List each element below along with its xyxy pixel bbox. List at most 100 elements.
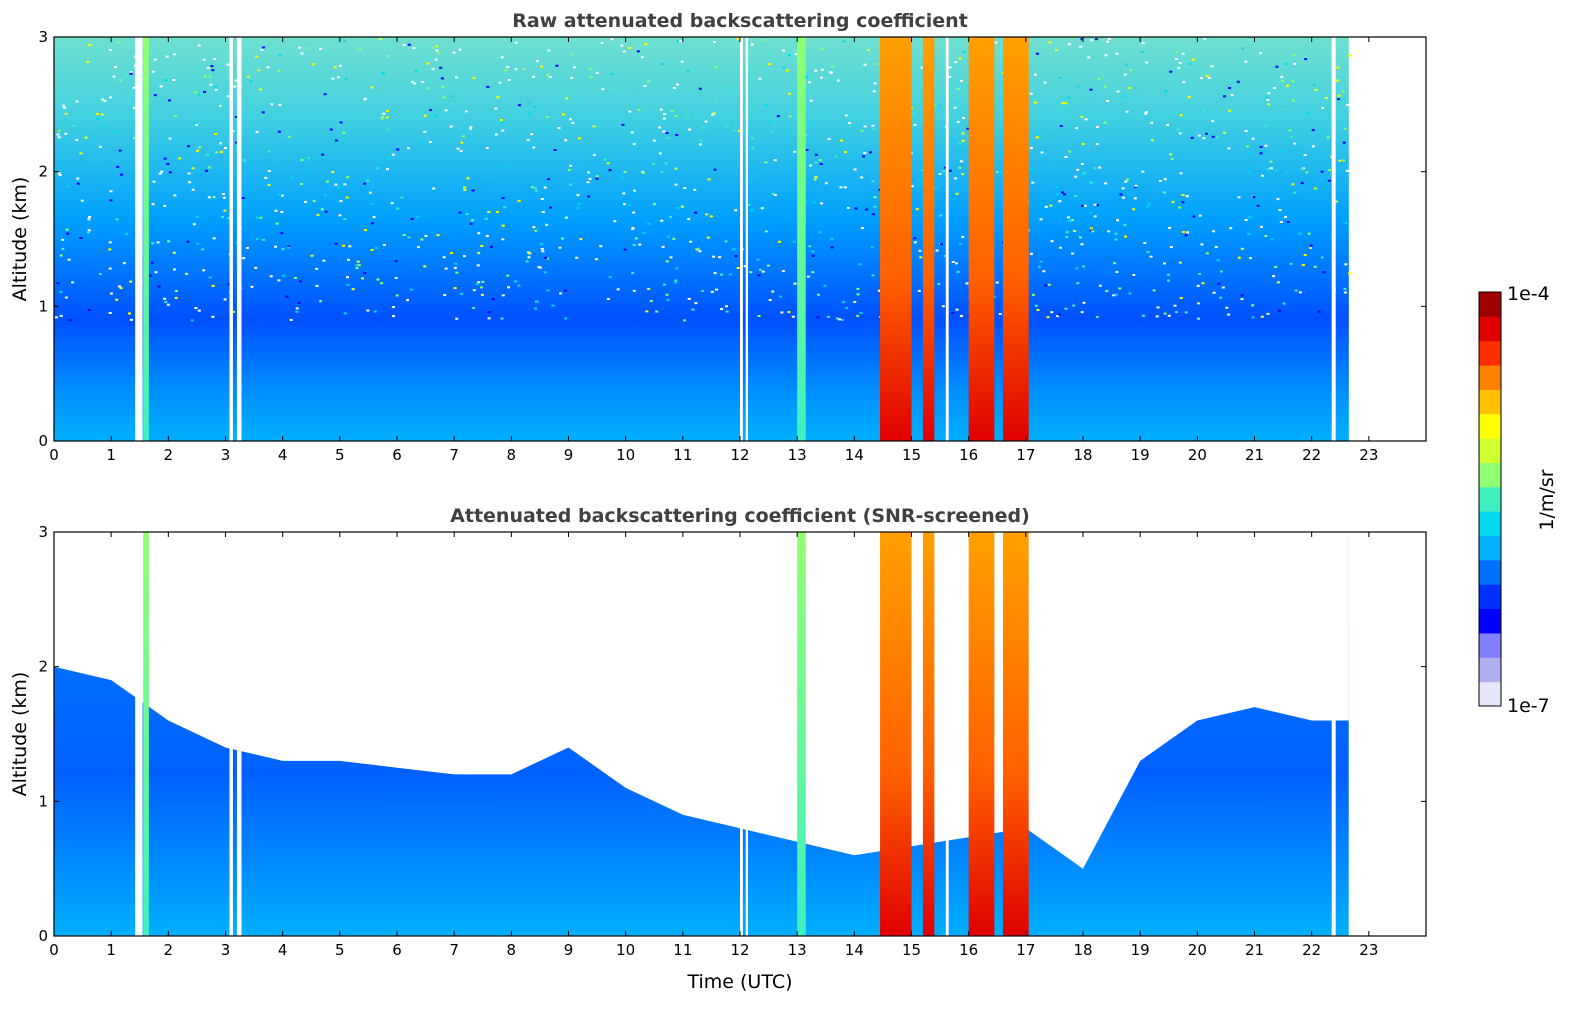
noise-speck [787, 311, 791, 314]
noise-speck [1326, 136, 1330, 139]
noise-speck [782, 66, 786, 69]
noise-speck [792, 240, 796, 243]
noise-speck [221, 193, 225, 196]
noise-speck [1116, 90, 1120, 93]
noise-speck [1101, 74, 1105, 77]
noise-speck [1313, 187, 1317, 190]
noise-speck [370, 248, 374, 251]
noise-speck [689, 240, 693, 243]
noise-speck [814, 69, 818, 72]
noise-speck [1198, 272, 1202, 275]
noise-speck [1241, 47, 1245, 50]
noise-speck [166, 303, 170, 306]
noise-speck [687, 297, 691, 300]
noise-speck [758, 268, 762, 271]
noise-speck [380, 117, 384, 120]
noise-speck [540, 247, 544, 250]
screened-chart-title: Attenuated backscattering coefficient (S… [450, 505, 1030, 527]
noise-speck [342, 131, 346, 134]
noise-speck [811, 254, 815, 257]
noise-speck [633, 189, 637, 192]
noise-speck [575, 256, 579, 259]
noise-speck [675, 267, 679, 270]
noise-speck [203, 90, 207, 93]
noise-speck [610, 38, 614, 41]
raw-x-tick-label: 22 [1302, 446, 1321, 464]
noise-speck [325, 52, 329, 55]
noise-speck [1049, 204, 1053, 207]
noise-speck [346, 258, 350, 261]
noise-speck [1217, 282, 1221, 285]
noise-speck [1266, 99, 1270, 102]
noise-speck [586, 181, 590, 184]
noise-speck [1174, 111, 1178, 114]
noise-speck [257, 69, 261, 72]
noise-speck [477, 281, 481, 284]
noise-speck [153, 58, 157, 61]
noise-speck [1048, 41, 1052, 44]
noise-speck [622, 50, 626, 53]
noise-speck [808, 245, 812, 248]
noise-speck [1114, 293, 1118, 296]
noise-speck [420, 238, 424, 241]
noise-speck [956, 270, 960, 273]
noise-speck [440, 77, 444, 80]
raw-x-tick-label: 16 [959, 446, 978, 464]
noise-speck [686, 134, 690, 137]
noise-speck [548, 206, 552, 209]
noise-speck [917, 289, 921, 292]
noise-speck [441, 85, 445, 88]
noise-speck [1070, 219, 1074, 222]
noise-speck [455, 271, 459, 274]
noise-speck [1082, 301, 1086, 304]
noise-speck [514, 68, 518, 71]
noise-speck [859, 311, 863, 314]
noise-speck [794, 53, 798, 56]
screened-x-tick-label: 2 [164, 941, 174, 959]
noise-speck [1336, 66, 1340, 69]
noise-speck [759, 64, 763, 67]
noise-speck [588, 67, 592, 70]
data-gap [745, 37, 749, 441]
noise-speck [488, 311, 492, 314]
noise-speck [117, 41, 121, 44]
noise-speck [1344, 263, 1348, 266]
noise-speck [663, 112, 667, 115]
noise-speck [59, 290, 63, 293]
screened-x-tick-label: 18 [1073, 941, 1092, 959]
noise-speck [1276, 198, 1280, 201]
screened-y-tick-label: 3 [38, 523, 48, 541]
noise-speck [966, 127, 970, 130]
noise-speck [687, 218, 691, 221]
noise-speck [1294, 289, 1298, 292]
noise-speck [820, 68, 824, 71]
noise-speck [638, 243, 642, 246]
noise-speck [564, 289, 568, 292]
noise-speck [1115, 52, 1119, 55]
noise-speck [661, 245, 665, 248]
noise-speck [533, 105, 537, 108]
noise-speck [649, 299, 653, 302]
noise-speck [517, 284, 521, 287]
noise-speck [1086, 97, 1090, 100]
noise-speck [860, 176, 864, 179]
noise-speck [214, 85, 218, 88]
data-gap [740, 532, 743, 936]
noise-speck [1047, 132, 1051, 135]
noise-speck [436, 52, 440, 55]
noise-speck [1205, 252, 1209, 255]
noise-speck [771, 290, 775, 293]
noise-speck [298, 46, 302, 49]
raw-x-tick-label: 15 [902, 446, 921, 464]
noise-speck [622, 203, 626, 206]
noise-speck [1214, 245, 1218, 248]
noise-speck [713, 272, 717, 275]
noise-speck [595, 177, 599, 180]
noise-speck [324, 210, 328, 213]
noise-speck [458, 48, 462, 51]
noise-speck [439, 66, 443, 69]
noise-speck [321, 153, 325, 156]
noise-speck [561, 113, 565, 116]
noise-speck [1327, 179, 1331, 182]
noise-speck [1098, 166, 1102, 169]
